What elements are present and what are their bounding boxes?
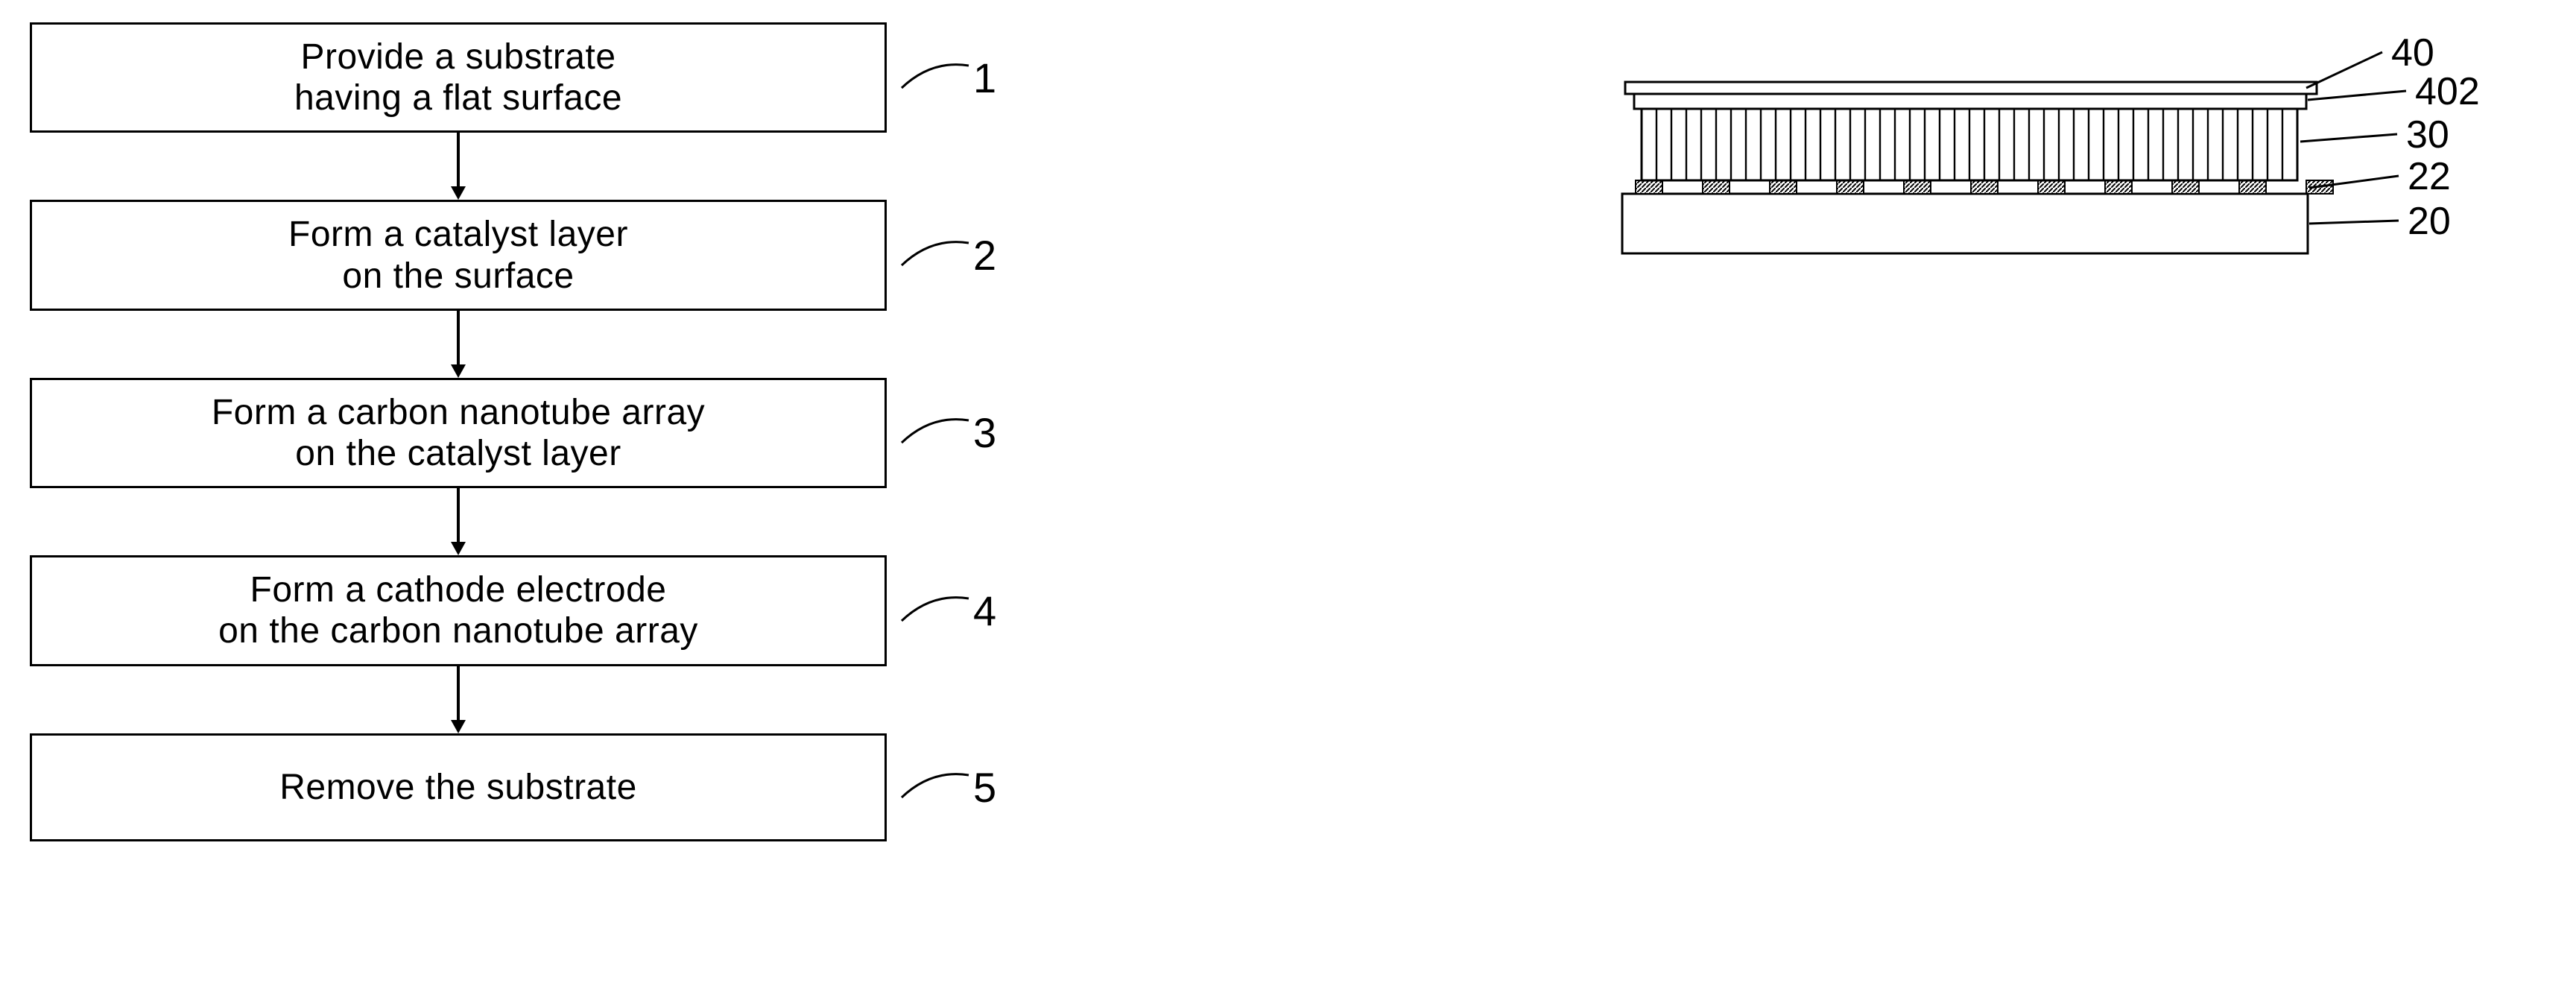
flow-step-label: 2 <box>902 231 996 279</box>
flow-step: Remove the substrate 5 <box>30 733 1148 841</box>
flow-step: Form a cathode electrode on the carbon n… <box>30 555 1148 666</box>
flow-step-label: 1 <box>902 54 996 102</box>
arrow-down-icon <box>30 311 887 378</box>
flow-step-label: 4 <box>902 587 996 635</box>
leader-curve-icon <box>902 405 969 435</box>
flow-step-box: Remove the substrate <box>30 733 887 841</box>
flow-step-box: Form a carbon nanotube array on the cata… <box>30 378 887 488</box>
leader-curve-icon <box>902 51 969 80</box>
callout-label: 30 <box>2406 113 2449 157</box>
substrate-layer <box>1622 194 2308 253</box>
flow-step-number: 2 <box>973 232 996 279</box>
flow-step-line1: Remove the substrate <box>279 768 637 807</box>
callout-leader <box>2300 134 2397 142</box>
device-cross-section: 40402302220 <box>1592 22 2487 291</box>
callout-leader <box>2309 221 2399 224</box>
leader-curve-icon <box>902 584 969 613</box>
callout-label: 22 <box>2408 155 2451 198</box>
flow-step-line1: Form a carbon nanotube array <box>212 393 705 432</box>
catalyst-block <box>1703 180 1730 194</box>
flow-step-line1: Form a cathode electrode <box>250 570 667 610</box>
arrow-down-icon <box>30 666 887 733</box>
callout-leader <box>2308 91 2406 100</box>
flow-step-line2: on the carbon nanotube array <box>218 611 698 651</box>
flow-step-line1: Provide a substrate <box>300 37 615 77</box>
catalyst-block <box>1837 180 1864 194</box>
flow-step-label: 5 <box>902 763 996 812</box>
flow-step-number: 5 <box>973 764 996 811</box>
catalyst-block <box>2038 180 2065 194</box>
leader-curve-icon <box>902 760 969 790</box>
cross-section-svg: 40402302220 <box>1592 22 2487 291</box>
catalyst-block <box>1904 180 1931 194</box>
catalyst-block <box>2172 180 2199 194</box>
callout-label: 40 <box>2391 31 2434 75</box>
flow-step: Form a carbon nanotube array on the cata… <box>30 378 1148 488</box>
catalyst-block <box>2105 180 2132 194</box>
flow-step-line1: Form a catalyst layer <box>288 215 628 254</box>
arrow-down-icon <box>30 488 887 555</box>
callout-label: 20 <box>2408 200 2451 243</box>
arrow-down-icon <box>30 133 887 200</box>
flow-step-number: 1 <box>973 54 996 101</box>
flow-step-number: 3 <box>973 409 996 456</box>
process-flowchart: Provide a substrate having a flat surfac… <box>30 22 1148 841</box>
electrode-surface <box>1625 82 2317 94</box>
catalyst-block <box>2239 180 2266 194</box>
flow-step-box: Form a cathode electrode on the carbon n… <box>30 555 887 666</box>
catalyst-block <box>1636 180 1662 194</box>
flow-step-number: 4 <box>973 587 996 634</box>
flow-step-line2: on the surface <box>342 256 574 296</box>
callout-leader <box>2306 52 2382 88</box>
flow-step: Provide a substrate having a flat surfac… <box>30 22 1148 133</box>
callout-label: 402 <box>2415 70 2480 113</box>
catalyst-block <box>1770 180 1797 194</box>
flow-step-line2: on the catalyst layer <box>295 434 621 473</box>
catalyst-block <box>1971 180 1998 194</box>
flow-step-line2: having a flat surface <box>294 78 622 118</box>
flow-step-label: 3 <box>902 408 996 457</box>
flow-step-box: Form a catalyst layer on the surface <box>30 200 887 310</box>
flow-step: Form a catalyst layer on the surface 2 <box>30 200 1148 310</box>
flow-step-box: Provide a substrate having a flat surfac… <box>30 22 887 133</box>
leader-curve-icon <box>902 228 969 258</box>
